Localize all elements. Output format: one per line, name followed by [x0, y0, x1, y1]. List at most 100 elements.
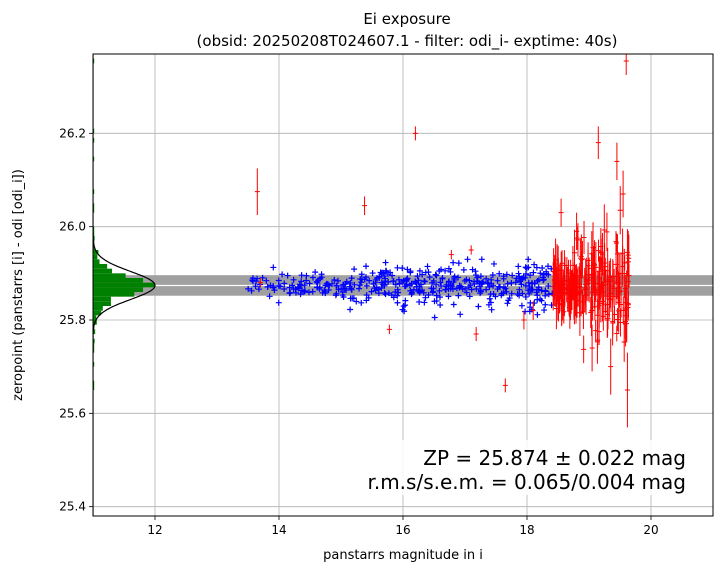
rejected-star-point	[596, 239, 602, 262]
gaussian-fit	[93, 54, 156, 516]
used-star-point	[416, 298, 423, 305]
used-star-point	[447, 282, 454, 289]
used-star-point	[376, 274, 383, 281]
used-star-point	[486, 283, 493, 290]
used-star-point	[404, 266, 411, 273]
used-star-point	[527, 299, 534, 306]
used-star-point	[515, 263, 522, 270]
used-star-point	[395, 289, 402, 296]
used-star-point	[356, 285, 363, 292]
used-star-point	[516, 286, 523, 293]
used-star-point	[363, 292, 370, 299]
used-star-point	[357, 276, 364, 283]
used-star-point	[266, 293, 273, 300]
rejected-star-point	[586, 257, 592, 303]
rejected-star-point	[581, 221, 587, 255]
used-star-point	[400, 303, 407, 310]
used-star-point	[267, 282, 274, 289]
used-star-point	[403, 281, 410, 288]
used-star-point	[540, 276, 547, 283]
used-star-point	[489, 271, 496, 278]
rejected-star-point	[602, 303, 608, 320]
used-star-point	[394, 264, 401, 271]
used-star-point	[264, 283, 271, 290]
used-star-point	[438, 266, 445, 273]
used-star-point	[542, 301, 549, 308]
used-star-point	[541, 307, 548, 314]
used-star-point	[491, 260, 498, 267]
used-star-point	[407, 287, 414, 294]
used-star-point	[396, 276, 403, 283]
rejected-star-point	[254, 168, 260, 215]
rejected-star-point	[574, 212, 580, 250]
rejected-star-point	[608, 338, 614, 395]
used-star-point	[531, 261, 538, 268]
used-star-point	[343, 286, 350, 293]
used-star-point	[456, 282, 463, 289]
used-star-point	[248, 287, 255, 294]
used-star-point	[477, 273, 484, 280]
used-star-point	[416, 267, 423, 274]
y-tick-label: 26.0	[59, 220, 86, 234]
used-star-point	[358, 279, 365, 286]
used-star-point	[473, 285, 480, 292]
used-star-point	[390, 294, 397, 301]
hist-bin	[93, 287, 144, 292]
rejected-star-point	[623, 301, 629, 319]
used-star-point	[318, 274, 325, 281]
used-star-point	[517, 278, 524, 285]
used-star-point	[545, 263, 552, 270]
used-star-point	[438, 282, 445, 289]
used-star-point	[335, 286, 342, 293]
used-star-point	[430, 277, 437, 284]
used-star-point	[292, 289, 299, 296]
used-star-point	[407, 268, 414, 275]
rejected-star-point	[625, 252, 631, 272]
used-star-point	[424, 263, 431, 270]
used-star-point	[455, 260, 462, 267]
used-star-point	[394, 292, 401, 299]
used-star-point	[421, 299, 428, 306]
rejected-star-point	[617, 275, 623, 308]
chart-title: Ei exposure	[363, 10, 450, 28]
hist-bin	[93, 259, 100, 264]
used-star-point	[275, 277, 282, 284]
used-star-point	[494, 277, 501, 284]
used-star-point	[348, 286, 355, 293]
rejected-star-point	[624, 229, 630, 276]
hist-bin	[93, 236, 95, 241]
rejected-star-point	[565, 267, 571, 312]
used-star-point	[358, 271, 365, 278]
used-star-point	[530, 269, 537, 276]
rejected-stars	[254, 54, 632, 428]
used-star-point	[382, 259, 389, 266]
rejected-star-point	[502, 378, 508, 393]
rejected-star-point	[622, 255, 628, 271]
used-star-point	[306, 280, 313, 287]
used-star-point	[381, 282, 388, 289]
used-star-point	[455, 274, 462, 281]
used-star-point	[525, 256, 532, 263]
used-star-point	[399, 306, 406, 313]
used-star-point	[471, 278, 477, 285]
used-star-point	[433, 292, 440, 299]
used-star-point	[428, 285, 435, 292]
used-star-point	[290, 286, 297, 293]
used-star-point	[538, 297, 545, 304]
used-star-point	[422, 294, 429, 301]
used-star-point	[408, 291, 415, 298]
used-star-point	[522, 270, 529, 277]
rejected-star-point	[591, 250, 597, 280]
used-star-point	[289, 282, 296, 289]
used-star-point	[486, 295, 493, 302]
y-tick-label: 25.6	[59, 406, 86, 420]
used-star-point	[477, 287, 484, 294]
y-axis-label: zeropoint (panstarrs [i] - odi [odi_i])	[11, 169, 26, 401]
used-star-point	[323, 280, 330, 287]
used-star-point	[503, 288, 510, 295]
rejected-star-point	[362, 196, 368, 215]
used-star-point	[303, 277, 310, 284]
used-star-point	[270, 264, 277, 271]
